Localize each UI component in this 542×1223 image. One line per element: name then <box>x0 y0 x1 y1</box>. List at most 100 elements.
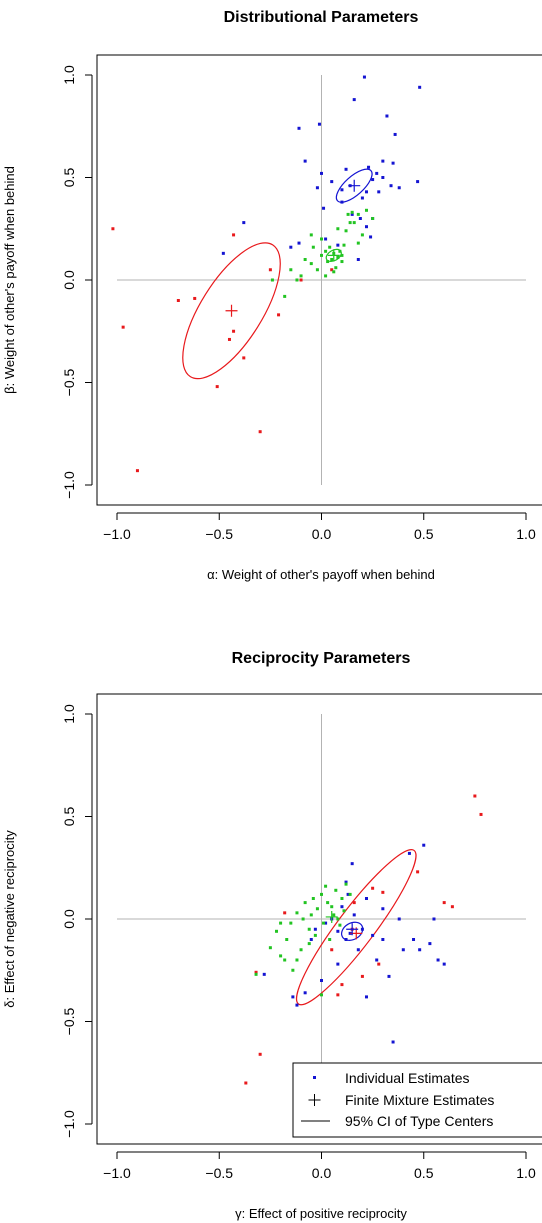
individual-estimate-point <box>315 186 319 190</box>
y-axis-label: δ: Effect of negative reciprocity <box>2 830 17 1008</box>
individual-estimate-point <box>350 862 354 866</box>
individual-estimate-point <box>362 75 366 79</box>
individual-estimate-point <box>336 929 340 933</box>
individual-estimate-point <box>326 260 330 264</box>
individual-estimate-point <box>320 171 323 175</box>
individual-estimate-point <box>375 958 379 962</box>
individual-estimate-point <box>371 178 375 182</box>
individual-estimate-point <box>277 313 281 317</box>
individual-estimate-point <box>289 921 293 925</box>
individual-estimate-point <box>307 927 311 931</box>
individual-estimate-point <box>342 909 346 913</box>
individual-estimate-point <box>344 229 348 233</box>
individual-estimate-point <box>340 200 344 204</box>
individual-estimate-point <box>330 268 334 272</box>
individual-estimate-point <box>279 921 283 925</box>
individual-estimate-point <box>418 948 422 952</box>
individual-estimate-point <box>391 1040 395 1044</box>
x-tick-label: −0.5 <box>205 526 233 542</box>
individual-estimate-point <box>473 794 477 798</box>
individual-estimate-point <box>348 892 352 896</box>
individual-estimate-point <box>297 126 301 130</box>
mixture-estimate-cross-blue <box>346 923 359 936</box>
individual-estimate-point <box>369 235 373 239</box>
individual-estimate-point <box>332 913 336 917</box>
individual-estimate-point <box>324 921 328 925</box>
individual-estimate-point <box>356 258 360 261</box>
individual-estimate-point <box>313 927 317 931</box>
individual-estimate-point <box>326 901 330 905</box>
individual-estimate-point <box>360 196 364 200</box>
individual-estimate-point <box>324 274 328 278</box>
individual-estimate-point <box>330 905 334 909</box>
individual-estimate-point <box>340 983 344 987</box>
individual-estimate-point <box>418 85 422 89</box>
individual-estimate-point <box>315 268 319 272</box>
individual-estimate-point <box>242 221 246 225</box>
y-tick-label: −1.0 <box>61 471 77 499</box>
individual-estimate-point <box>303 991 307 995</box>
ci-ellipse-blue <box>335 168 373 203</box>
individual-estimate-point <box>311 897 315 900</box>
individual-estimate-point <box>412 938 416 941</box>
individual-estimate-point <box>297 241 301 245</box>
data-marks <box>111 75 422 473</box>
individual-estimate-point <box>375 171 379 175</box>
individual-estimate-point <box>309 262 313 266</box>
individual-estimate-point <box>258 1052 262 1056</box>
individual-estimate-point <box>232 329 236 333</box>
individual-estimate-point <box>295 278 299 282</box>
individual-estimate-point <box>360 974 364 978</box>
individual-estimate-point <box>289 268 293 272</box>
individual-estimate-point <box>221 251 225 255</box>
individual-estimate-point <box>381 159 385 163</box>
individual-estimate-point <box>324 249 328 253</box>
panel-distributional: Distributional Parameters −1.0 −0.5 0.0 0.5… <box>2 9 542 582</box>
individual-estimate-point <box>352 901 356 905</box>
individual-estimate-point <box>407 851 411 855</box>
individual-estimate-point <box>371 217 375 220</box>
individual-estimate-point <box>320 253 323 257</box>
individual-estimate-point <box>350 210 354 214</box>
mixture-estimate-cross-red <box>225 304 238 317</box>
y-tick-label: 0.0 <box>61 270 77 290</box>
individual-estimate-point <box>309 913 313 917</box>
individual-estimate-point <box>291 968 295 972</box>
individual-estimate-point <box>313 933 317 937</box>
y-axis: −1.0 −0.5 0.0 0.5 1.0 <box>61 704 93 1138</box>
individual-estimate-point <box>352 98 356 102</box>
individual-estimate-point <box>350 212 354 216</box>
individual-estimate-point <box>364 225 368 229</box>
individual-estimate-point <box>344 880 348 884</box>
individual-estimate-point <box>227 337 231 341</box>
individual-estimate-point <box>336 255 340 259</box>
individual-estimate-point <box>299 948 303 952</box>
x-axis: −1.0 −0.5 0.0 0.5 1.0 <box>103 1151 536 1181</box>
individual-estimate-point <box>295 958 299 962</box>
individual-estimate-point <box>364 190 368 194</box>
individual-estimate-point <box>270 278 274 282</box>
individual-estimate-point <box>299 274 303 278</box>
x-tick-label: −0.5 <box>205 1165 233 1181</box>
individual-estimate-point <box>330 258 334 261</box>
individual-estimate-point <box>391 161 395 165</box>
x-axis-label: γ: Effect of positive reciprocity <box>235 1206 407 1221</box>
individual-estimate-point <box>232 233 236 237</box>
x-axis-label: α: Weight of other's payoff when behind <box>207 567 435 582</box>
individual-estimate-point <box>289 245 293 249</box>
individual-estimate-point <box>344 882 348 886</box>
individual-estimate-point <box>244 1081 248 1085</box>
legend-box <box>292 1062 542 1138</box>
legend-entry: Finite Mixture Estimates <box>345 1092 494 1108</box>
individual-estimate-point <box>322 921 326 925</box>
individual-estimate-point <box>340 188 344 192</box>
individual-estimate-point <box>397 186 401 190</box>
legend-point-swatch <box>313 1076 316 1079</box>
individual-estimate-point <box>422 843 426 847</box>
y-tick-label: 0.0 <box>61 909 77 929</box>
individual-estimate-point <box>387 974 391 978</box>
individual-estimate-point <box>283 958 287 962</box>
individual-estimate-point <box>307 942 311 946</box>
individual-estimate-point <box>344 167 348 171</box>
x-tick-label: 1.0 <box>516 1165 536 1181</box>
